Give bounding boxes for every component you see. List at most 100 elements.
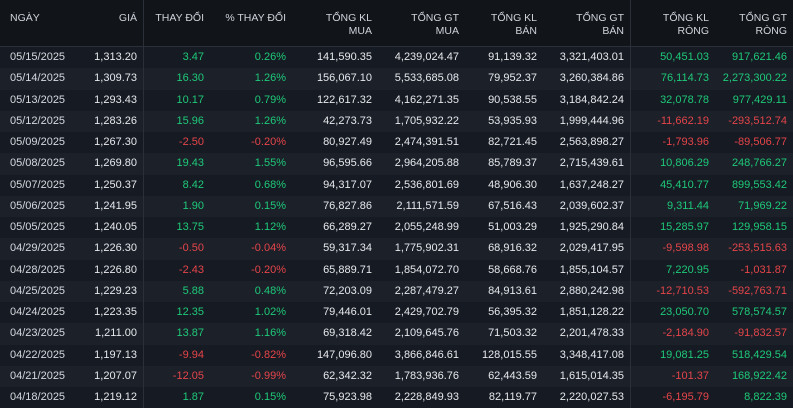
cell-change: 16.30 [176, 72, 204, 85]
col-change-header[interactable]: THAY ĐỔI [144, 0, 210, 46]
cell-gt-ban: 1,855,104.57 [543, 259, 631, 281]
table-row[interactable]: 05/14/2025 1,309.73 16.30 1.26% 156,067.10 5,… [0, 68, 793, 90]
cell-pct: -0.99% [251, 369, 286, 382]
cell-price: 1,241.95 [88, 195, 144, 217]
cell-change: 15.96 [176, 114, 204, 127]
cell-change: -0.50 [178, 242, 204, 255]
cell-change: 13.75 [176, 221, 204, 233]
table-row[interactable]: 05/06/2025 1,241.95 1.90 0.15% 76,827.86 2,11… [0, 195, 793, 217]
cell-date: 05/12/2025 [10, 114, 66, 127]
table-row[interactable]: 05/07/2025 1,250.37 8.42 0.68% 94,317.07 2,53… [0, 174, 793, 196]
cell-gt-rong: 578,574.57 [731, 306, 787, 318]
cell-change: 3.47 [182, 51, 204, 63]
cell-gt-ban: 1,925,290.84 [543, 217, 631, 239]
table-row[interactable]: 05/15/2025 1,313.20 3.47 0.26% 141,590.35 4,2… [0, 47, 793, 69]
cell-price: 1,219.12 [88, 387, 144, 408]
header-label: TỔNG KL [490, 12, 537, 24]
table-row[interactable]: 04/18/2025 1,219.12 1.87 0.15% 75,923.98 2,22… [0, 387, 793, 408]
cell-gt-mua: 2,228,849.93 [394, 391, 459, 403]
cell-price: 1,226.80 [88, 259, 144, 281]
cell-change: 1.90 [182, 199, 204, 212]
cell-kl-mua: 156,067.10 [316, 72, 372, 85]
col-price-header[interactable]: GIÁ [88, 0, 144, 46]
cell-gt-mua: 2,055,248.99 [394, 221, 459, 233]
cell-gt-rong: 8,822.39 [744, 391, 787, 403]
cell-gt-mua: 5,533,685.08 [394, 72, 459, 85]
cell-date: 05/14/2025 [10, 72, 66, 85]
header-label: TỔNG GT [576, 12, 624, 24]
cell-change: -2.50 [178, 136, 204, 148]
table-row[interactable]: 04/25/2025 1,229.23 5.88 0.48% 72,203.09 2,28… [0, 280, 793, 302]
cell-gt-rong: 2,273,300.22 [722, 72, 787, 85]
cell-price: 1,293.43 [88, 89, 144, 111]
cell-change: 5.88 [182, 284, 204, 297]
cell-kl-mua: 69,318.42 [323, 327, 372, 340]
cell-pct: -0.20% [251, 263, 286, 276]
cell-kl-mua: 79,446.01 [323, 306, 372, 318]
cell-gt-ban: 1,637,248.27 [543, 174, 631, 196]
cell-price: 1,240.05 [88, 217, 144, 239]
col-kl-mua-header[interactable]: TỔNG KL MUA [292, 0, 378, 46]
header-sublabel: RÒNG [755, 25, 788, 37]
col-kl-ban-header[interactable]: TỔNG KL BÁN [465, 0, 543, 46]
cell-date: 04/23/2025 [10, 327, 66, 340]
cell-change: 1.87 [182, 391, 204, 403]
table-row[interactable]: 04/22/2025 1,197.13 -9.94 -0.82% 147,096.80 3… [0, 344, 793, 366]
cell-change: -9.94 [178, 348, 204, 361]
table-row[interactable]: 05/08/2025 1,269.80 19.43 1.55% 96,595.66 2,9… [0, 153, 793, 175]
cell-kl-rong: 50,451.03 [660, 51, 709, 63]
cell-gt-rong: 977,429.11 [732, 93, 787, 106]
col-gt-rong-header[interactable]: TỔNG GT RÒNG [715, 0, 793, 46]
cell-kl-rong: 76,114.73 [660, 72, 709, 85]
table-row[interactable]: 05/12/2025 1,283.26 15.96 1.26% 42,273.73 1,7… [0, 110, 793, 132]
cell-gt-ban: 2,201,478.33 [543, 323, 631, 345]
cell-date: 05/13/2025 [10, 93, 66, 106]
cell-date: 04/22/2025 [10, 348, 66, 361]
table-row[interactable]: 04/29/2025 1,226.30 -0.50 -0.04% 59,317.34 1,… [0, 238, 793, 260]
cell-pct: 1.26% [254, 114, 286, 127]
cell-gt-rong: 168,922.42 [731, 369, 787, 382]
table-row[interactable]: 04/21/2025 1,207.07 -12.05 -0.99% 62,342.32 1… [0, 365, 793, 387]
cell-pct: -0.82% [251, 348, 286, 361]
cell-kl-rong: 10,806.29 [660, 157, 709, 170]
cell-date: 04/28/2025 [10, 263, 66, 276]
cell-date: 04/24/2025 [10, 306, 66, 318]
col-gt-ban-header[interactable]: TỔNG GT BÁN [543, 0, 631, 46]
cell-kl-ban: 90,538.55 [488, 93, 537, 106]
cell-price: 1,283.26 [88, 110, 144, 132]
cell-kl-rong: 9,311.44 [666, 199, 709, 212]
table-row[interactable]: 04/24/2025 1,223.35 12.35 1.02% 79,446.01 2,4… [0, 302, 793, 324]
cell-kl-ban: 53,935.93 [488, 114, 537, 127]
cell-kl-ban: 85,789.37 [488, 157, 537, 170]
table-row[interactable]: 05/09/2025 1,267.30 -2.50 -0.20% 80,927.49 2,… [0, 132, 793, 154]
col-pct-header[interactable]: % THAY ĐỔI [210, 0, 292, 46]
col-date-header[interactable]: NGÀY [0, 0, 88, 46]
cell-gt-ban: 2,563,898.27 [543, 132, 631, 154]
cell-kl-mua: 141,590.35 [316, 51, 372, 63]
cell-gt-mua: 2,287,479.27 [394, 284, 459, 297]
header-sublabel: BÁN [602, 25, 624, 37]
table-row[interactable]: 04/28/2025 1,226.80 -2.43 -0.20% 65,889.71 1,… [0, 259, 793, 281]
cell-kl-ban: 67,516.43 [488, 199, 537, 212]
cell-price: 1,267.30 [88, 132, 144, 154]
table-row[interactable]: 04/23/2025 1,211.00 13.87 1.16% 69,318.42 2,1… [0, 323, 793, 345]
cell-pct: 1.12% [254, 221, 286, 233]
header-label: TỔNG KL [662, 12, 709, 24]
cell-gt-mua: 4,239,024.47 [394, 51, 459, 63]
table-row[interactable]: 05/13/2025 1,293.43 10.17 0.79% 122,617.32 4,… [0, 89, 793, 111]
cell-gt-mua: 4,162,271.35 [394, 93, 459, 106]
cell-gt-ban: 2,039,602.37 [543, 195, 631, 217]
cell-price: 1,197.13 [88, 344, 144, 366]
cell-gt-rong: 248,766.27 [731, 157, 787, 170]
cell-kl-rong: -11,662.19 [657, 114, 709, 127]
cell-date: 04/18/2025 [10, 391, 66, 403]
cell-gt-rong: 71,969.22 [738, 199, 787, 212]
table-row[interactable]: 05/05/2025 1,240.05 13.75 1.12% 66,289.27 2,0… [0, 217, 793, 239]
cell-change: 12.35 [176, 306, 204, 318]
col-kl-rong-header[interactable]: TỔNG KL RÒNG [631, 0, 715, 46]
cell-pct: 0.15% [254, 199, 286, 212]
cell-kl-rong: -2,184.90 [662, 327, 709, 340]
col-gt-mua-header[interactable]: TỔNG GT MUA [378, 0, 465, 46]
cell-date: 04/25/2025 [10, 284, 66, 297]
cell-gt-rong: -253,515.63 [728, 242, 787, 255]
